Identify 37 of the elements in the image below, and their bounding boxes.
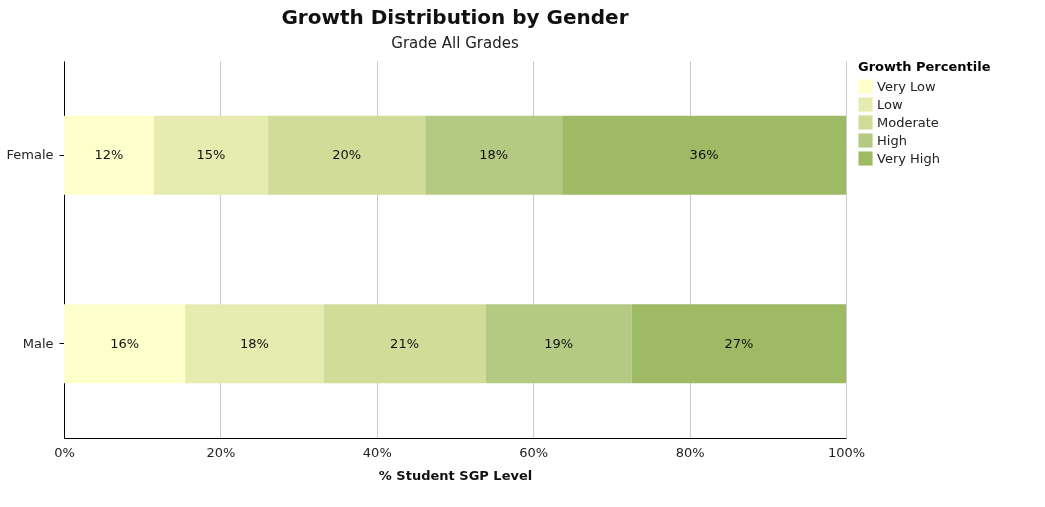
x-tick-label: 40%: [362, 444, 392, 460]
y-tick-label: Male: [22, 335, 54, 351]
bar: [323, 304, 486, 384]
data-label: 16%: [110, 335, 140, 351]
bar: [485, 304, 632, 384]
data-label: 18%: [479, 147, 509, 163]
x-axis-title: % Student SGP Level: [378, 467, 533, 483]
legend-label: High: [877, 132, 907, 148]
data-label: 21%: [390, 335, 420, 351]
x-tick-label: 60%: [519, 444, 549, 460]
bar: [64, 304, 186, 384]
bar: [153, 115, 269, 195]
y-tick-label: Female: [6, 147, 54, 163]
legend-label: Moderate: [877, 114, 939, 130]
legend-title: Growth Percentile: [858, 59, 991, 74]
x-tick-label: 20%: [206, 444, 236, 460]
bar: [631, 304, 846, 384]
legend-label: Low: [877, 96, 903, 112]
data-label: 27%: [724, 335, 754, 351]
data-label: 19%: [544, 335, 574, 351]
data-label: 15%: [196, 147, 226, 163]
data-label: 20%: [332, 147, 362, 163]
x-tick-label: 80%: [675, 444, 705, 460]
data-label: 36%: [689, 147, 719, 163]
legend-label: Very Low: [877, 78, 937, 94]
x-tick-label: 0%: [54, 444, 75, 460]
bar: [425, 115, 563, 195]
bar: [185, 304, 324, 384]
legend-label: Very High: [877, 150, 940, 166]
data-label: 18%: [239, 335, 269, 351]
x-tick-label: 100%: [827, 444, 866, 460]
data-label: 12%: [94, 147, 124, 163]
bar: [268, 115, 426, 195]
chart-subtitle: Grade All Grades: [391, 34, 519, 52]
chart-title: Growth Distribution by Gender: [281, 5, 629, 29]
bar: [64, 115, 154, 195]
bar: [562, 115, 846, 195]
